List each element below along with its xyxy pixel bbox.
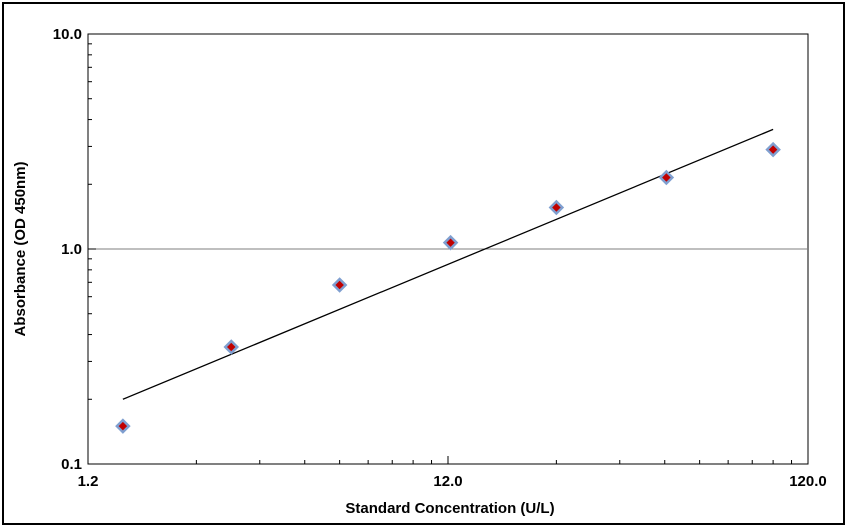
data-point	[548, 199, 565, 216]
data-point	[115, 418, 131, 434]
x-axis-title: Standard Concentration (U/L)	[345, 500, 554, 517]
x-tick-label: 120.0	[789, 473, 827, 490]
data-point	[331, 277, 348, 293]
data-point	[658, 169, 675, 186]
x-tick-label: 1.2	[78, 473, 99, 490]
data-point	[765, 141, 781, 158]
plot-area: 1.2 12.0 120.0 0.1 1.0 10.0	[53, 26, 827, 490]
y-tick-label: 10.0	[53, 26, 82, 43]
y-axis-title: Absorbance (OD 450nm)	[12, 161, 29, 336]
x-tick-label: 12.0	[433, 473, 462, 490]
data-point	[223, 339, 240, 355]
fit-line	[122, 128, 774, 400]
data-point	[442, 234, 459, 251]
y-tick-label: 1.0	[61, 241, 82, 258]
y-tick-label: 0.1	[61, 456, 82, 473]
